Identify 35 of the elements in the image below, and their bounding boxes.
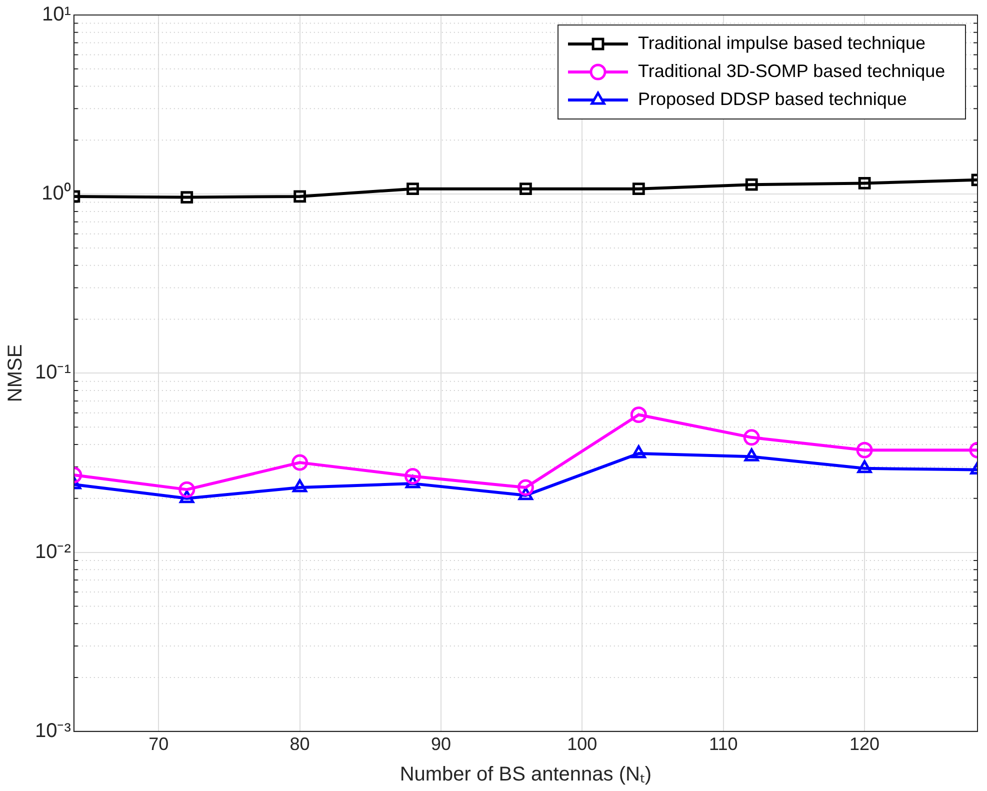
point [857, 460, 872, 474]
y-axis-title: NMSE [4, 344, 27, 402]
y-tick-label: 10¹ [42, 4, 72, 26]
point [745, 178, 758, 191]
legend-label: Traditional 3D-SOMP based technique [638, 60, 946, 81]
point [630, 406, 647, 424]
point [517, 479, 534, 496]
x-tick-label: 120 [850, 734, 880, 754]
point [292, 479, 308, 492]
legend-label: Proposed DDSP based technique [638, 88, 907, 109]
point [520, 182, 532, 196]
x-tick-label: 90 [430, 734, 452, 754]
point [632, 182, 645, 196]
x-tick-label: 70 [148, 734, 169, 754]
point [178, 481, 196, 498]
y-tick-label: 10⁻² [35, 540, 72, 563]
point [180, 191, 194, 204]
point [404, 468, 422, 484]
point [631, 445, 646, 458]
point [743, 429, 760, 446]
point [856, 442, 873, 458]
x-tick-label: 100 [567, 734, 598, 754]
point [294, 190, 306, 203]
x-axis-title: Number of BS antennas (Nₜ) [400, 764, 652, 786]
point [180, 490, 194, 504]
legend-label: Traditional impulse based technique [638, 32, 926, 53]
point [744, 448, 759, 462]
y-tick-label: 10⁰ [42, 182, 71, 205]
point [858, 177, 871, 190]
x-tick-label: 110 [709, 734, 738, 754]
point [406, 182, 419, 196]
y-tick-label: 10⁻¹ [35, 362, 72, 384]
x-tick-label: 80 [290, 734, 310, 754]
point [292, 454, 308, 471]
y-tick-label: 10⁻³ [35, 720, 72, 742]
